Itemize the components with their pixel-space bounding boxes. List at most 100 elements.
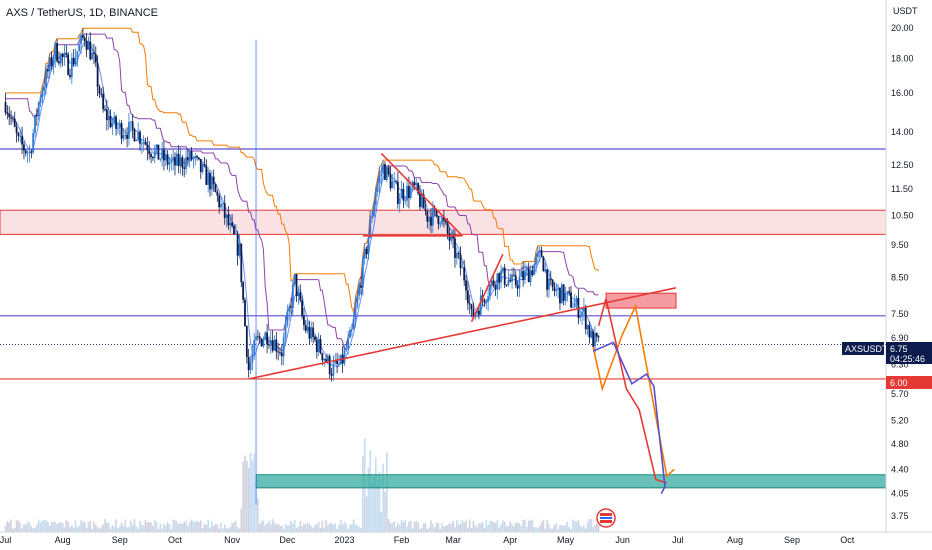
candle-body (166, 154, 169, 165)
volume-bar (535, 526, 537, 532)
candle (325, 354, 327, 363)
candle-body (588, 325, 591, 338)
projections (592, 298, 675, 494)
volume-bar (448, 523, 451, 532)
price-axis[interactable]: 3.75 4.05 4.40 4.80 5.20 5.70 6.30 6.90 7.50 8.50… (885, 0, 914, 532)
flag-icon[interactable] (596, 508, 616, 528)
last-price-value: 6.75 (890, 344, 908, 354)
volume-bar (59, 521, 62, 532)
candle (236, 230, 239, 266)
volume-bar (505, 526, 508, 532)
volume-bar (246, 460, 248, 532)
volume-bar (6, 521, 9, 532)
volume-bar (463, 522, 465, 532)
candle-body (389, 173, 392, 189)
price-tick-label: 5.20 (891, 416, 909, 426)
candle-body (295, 274, 298, 297)
price-tick-label: 6.90 (891, 333, 909, 343)
candle-body (374, 191, 377, 205)
volume-bar (304, 524, 307, 532)
time-tick-label: Feb (394, 535, 410, 545)
candle-body (304, 324, 307, 331)
volume-bar (596, 523, 598, 532)
candle (218, 193, 221, 214)
candle-body (595, 332, 598, 337)
volume-bar (185, 520, 187, 532)
candle-body (540, 250, 543, 257)
candle (525, 264, 528, 276)
candle-body (183, 167, 186, 169)
time-tick-label: Aug (727, 535, 743, 545)
candle-body (218, 195, 221, 208)
candle (205, 159, 208, 186)
price-tick-label: 18.00 (891, 54, 914, 64)
candle (336, 352, 338, 374)
candle-body (251, 353, 254, 363)
candle-body (288, 306, 291, 312)
volume-bar (83, 521, 86, 532)
price-tick-label: 6.30 (891, 360, 909, 370)
candle-body (444, 220, 447, 223)
candle-body (356, 295, 359, 307)
candle (354, 296, 357, 328)
candle-body (361, 258, 364, 288)
volume-bar (312, 527, 314, 532)
candle-body (72, 57, 75, 65)
last-price-badge[interactable]: AXSUSDT 6.75 04:25:46 (842, 342, 932, 364)
volume-bar (150, 522, 152, 532)
candle (69, 68, 71, 80)
candle-body (186, 157, 189, 161)
candle-body (63, 52, 66, 57)
price-tick-label: 4.05 (891, 489, 909, 499)
price-marker-value: 6.00 (890, 378, 908, 388)
volume-bar (30, 526, 33, 532)
candle-body (126, 135, 128, 139)
volume-bar (209, 527, 211, 532)
volume-bar (336, 528, 338, 532)
candle (98, 84, 101, 98)
volume-bar (349, 524, 351, 532)
candle (78, 34, 81, 52)
volume-bar (82, 521, 84, 532)
candle-body (140, 143, 143, 145)
volume-bar (491, 521, 493, 532)
time-tick-label: May (557, 535, 575, 545)
candle-body (549, 278, 552, 280)
candle-body (496, 273, 499, 290)
candle-body (225, 214, 228, 218)
candle (96, 55, 99, 97)
candle-body (107, 115, 110, 121)
candle-body (209, 173, 211, 190)
volume-bar (561, 524, 563, 532)
candle (590, 327, 593, 339)
volume-bar (564, 524, 567, 532)
candle-body (365, 249, 368, 255)
volume-bar (299, 520, 302, 532)
candle (260, 338, 263, 347)
volume-bar (314, 524, 316, 532)
candle (361, 255, 364, 296)
candle-body (76, 51, 79, 58)
volume-bar (330, 523, 333, 532)
volume-bar (292, 523, 294, 532)
candle (374, 187, 377, 212)
candle (306, 319, 309, 334)
candle-body (409, 187, 412, 198)
candle (328, 353, 331, 379)
time-tick-label: Sep (112, 535, 128, 545)
candle-body (93, 52, 95, 55)
candle (58, 51, 60, 66)
candle (524, 261, 526, 285)
volume-bar (87, 522, 90, 532)
candle (430, 207, 432, 234)
candle-body (201, 164, 204, 172)
volume-bar (120, 522, 123, 532)
candle-body (242, 282, 245, 300)
candle (37, 100, 40, 121)
time-axis[interactable]: Jul Aug Sep Oct Nov Dec 2023 Feb Mar Apr May Jun Jul… (0, 531, 932, 545)
candle (487, 286, 490, 312)
candle (356, 289, 359, 309)
candle (133, 127, 136, 142)
candle-body (102, 93, 105, 110)
